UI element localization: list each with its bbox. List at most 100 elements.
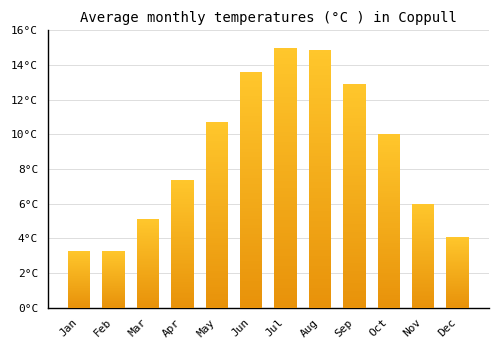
Bar — [343, 182, 365, 185]
Bar — [274, 74, 297, 77]
Bar — [171, 304, 194, 306]
Bar — [206, 275, 228, 278]
Bar — [68, 266, 90, 267]
Bar — [136, 256, 159, 257]
Bar — [378, 269, 400, 271]
Bar — [378, 262, 400, 265]
Bar — [274, 184, 297, 188]
Bar — [343, 162, 365, 165]
Bar — [136, 259, 159, 260]
Bar — [206, 194, 228, 196]
Bar — [274, 165, 297, 168]
Bar — [412, 235, 434, 236]
Bar — [136, 225, 159, 226]
Bar — [412, 295, 434, 296]
Bar — [343, 221, 365, 224]
Bar — [343, 238, 365, 241]
Bar — [102, 292, 124, 293]
Bar — [343, 168, 365, 171]
Bar — [136, 229, 159, 230]
Bar — [274, 239, 297, 243]
Bar — [446, 260, 469, 261]
Bar — [412, 261, 434, 262]
Bar — [171, 216, 194, 218]
Bar — [343, 204, 365, 207]
Bar — [206, 224, 228, 227]
Bar — [378, 306, 400, 308]
Bar — [136, 294, 159, 296]
Bar — [171, 219, 194, 221]
Bar — [343, 252, 365, 255]
Bar — [136, 243, 159, 244]
Bar — [309, 166, 331, 169]
Bar — [136, 223, 159, 224]
Bar — [343, 230, 365, 232]
Bar — [309, 227, 331, 230]
Bar — [68, 291, 90, 292]
Bar — [68, 262, 90, 263]
Bar — [412, 205, 434, 206]
Bar — [446, 240, 469, 241]
Bar — [206, 289, 228, 292]
Bar — [274, 223, 297, 226]
Bar — [412, 294, 434, 295]
Bar — [343, 148, 365, 151]
Bar — [68, 283, 90, 284]
Bar — [240, 240, 262, 243]
Bar — [446, 254, 469, 256]
Bar — [343, 232, 365, 235]
Bar — [309, 127, 331, 130]
Bar — [446, 285, 469, 286]
Bar — [136, 292, 159, 293]
Bar — [102, 262, 124, 263]
Bar — [206, 280, 228, 282]
Bar — [240, 149, 262, 152]
Bar — [206, 247, 228, 250]
Bar — [68, 259, 90, 260]
Bar — [136, 291, 159, 292]
Bar — [343, 98, 365, 101]
Bar — [343, 154, 365, 157]
Bar — [378, 163, 400, 165]
Bar — [446, 270, 469, 271]
Bar — [136, 281, 159, 282]
Bar — [240, 122, 262, 125]
Bar — [378, 223, 400, 225]
Bar — [446, 295, 469, 296]
Bar — [446, 249, 469, 250]
Bar — [68, 297, 90, 298]
Bar — [274, 93, 297, 97]
Bar — [68, 269, 90, 270]
Bar — [68, 258, 90, 259]
Bar — [412, 271, 434, 273]
Bar — [171, 296, 194, 298]
Bar — [171, 229, 194, 231]
Bar — [309, 182, 331, 185]
Bar — [171, 226, 194, 228]
Bar — [206, 231, 228, 233]
Bar — [378, 275, 400, 278]
Bar — [136, 219, 159, 220]
Bar — [309, 298, 331, 301]
Bar — [102, 273, 124, 274]
Bar — [274, 301, 297, 304]
Bar — [343, 280, 365, 282]
Bar — [240, 104, 262, 107]
Bar — [206, 285, 228, 287]
Bar — [68, 277, 90, 278]
Bar — [378, 187, 400, 189]
Bar — [446, 263, 469, 264]
Bar — [274, 77, 297, 80]
Bar — [378, 271, 400, 273]
Bar — [240, 208, 262, 211]
Bar — [378, 195, 400, 197]
Bar — [309, 292, 331, 295]
Bar — [171, 288, 194, 290]
Bar — [136, 273, 159, 275]
Bar — [206, 129, 228, 132]
Bar — [240, 110, 262, 113]
Bar — [378, 215, 400, 217]
Bar — [240, 178, 262, 181]
Bar — [171, 258, 194, 260]
Bar — [446, 303, 469, 304]
